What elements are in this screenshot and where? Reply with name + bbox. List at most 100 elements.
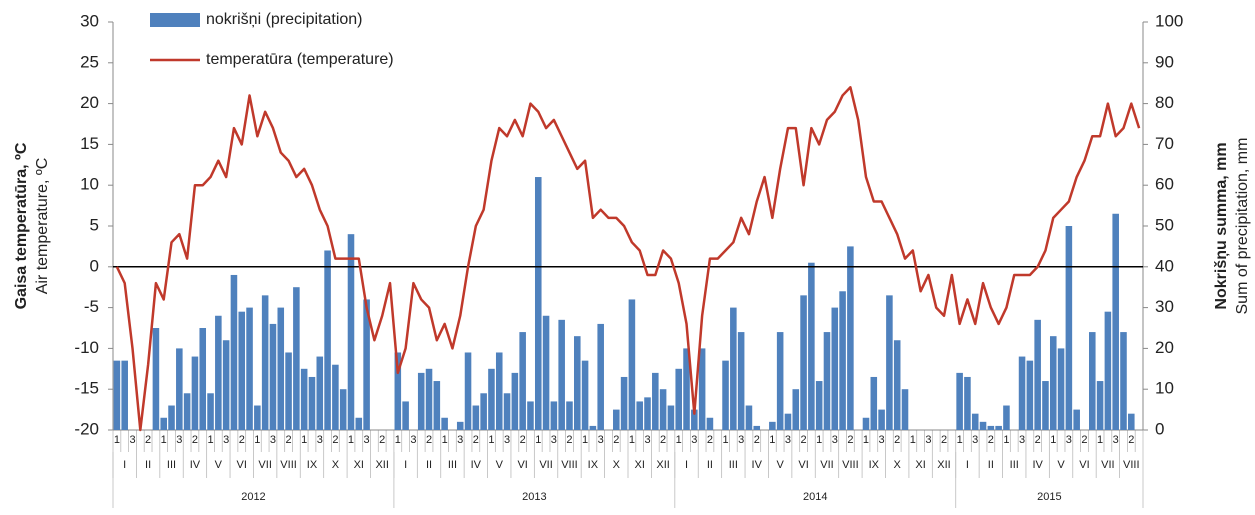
bar	[870, 376, 878, 430]
bar	[269, 323, 277, 430]
month-label: VI	[237, 459, 247, 471]
bar	[308, 376, 316, 430]
y2-tick-label: 30	[1155, 297, 1174, 316]
bar	[441, 417, 448, 430]
bar	[402, 401, 409, 430]
x-tick-label: 2	[239, 434, 245, 446]
x-tick-label: 2	[754, 434, 760, 446]
bar	[566, 401, 573, 430]
bar	[519, 332, 526, 430]
x-tick-label: 1	[1097, 434, 1103, 446]
bar	[238, 311, 246, 430]
x-tick-label: 2	[192, 434, 198, 446]
bar	[207, 393, 214, 430]
bar	[503, 393, 511, 430]
x-tick-label: 3	[410, 434, 416, 446]
month-label: VII	[258, 459, 271, 471]
bar	[222, 340, 230, 430]
x-tick-label: 1	[1050, 434, 1056, 446]
month-label: V	[776, 459, 784, 471]
bar	[893, 340, 901, 430]
month-label: I	[404, 459, 407, 471]
bar	[347, 234, 355, 430]
bar	[425, 368, 433, 430]
bar	[261, 295, 269, 430]
bar	[246, 307, 253, 430]
bar	[1034, 319, 1041, 430]
legend-label: temperatūra (temperature)	[206, 51, 394, 68]
bar	[987, 425, 995, 430]
month-label: IX	[588, 459, 599, 471]
bar	[800, 295, 807, 430]
x-tick-label: 1	[816, 434, 822, 446]
bar	[691, 409, 698, 430]
temperature-line	[115, 86, 1141, 432]
y2-tick-label: 70	[1155, 134, 1174, 153]
month-label: IV	[471, 459, 482, 471]
bar	[636, 401, 643, 430]
month-label: VII	[1101, 459, 1114, 471]
month-label: VIII	[561, 459, 578, 471]
bar	[121, 360, 128, 430]
bar	[1112, 213, 1119, 430]
x-tick-label: 3	[176, 434, 182, 446]
bar	[277, 307, 285, 430]
month-label: XII	[375, 459, 388, 471]
month-label: III	[1010, 459, 1019, 471]
x-tick-label: 3	[832, 434, 838, 446]
bar	[815, 381, 823, 430]
x-tick-label: 2	[941, 434, 947, 446]
bar	[1120, 332, 1127, 430]
y-tick-label: -15	[74, 379, 99, 398]
x-tick-label: 2	[707, 434, 713, 446]
x-tick-label: 1	[488, 434, 494, 446]
x-tick-label: 2	[894, 434, 900, 446]
bar	[753, 425, 761, 430]
month-label: IX	[869, 459, 880, 471]
x-tick-label: 1	[957, 434, 963, 446]
bar	[1049, 336, 1057, 430]
x-tick-label: 3	[129, 434, 135, 446]
legend-swatch	[150, 13, 200, 27]
bar	[792, 389, 800, 430]
y-axis-subtitle: Air temperature, ºC	[34, 158, 51, 295]
bar	[433, 381, 441, 430]
bar	[698, 348, 706, 430]
bar	[199, 328, 207, 430]
x-tick-label: 2	[566, 434, 572, 446]
y2-tick-label: 0	[1155, 419, 1164, 438]
x-tick-label: 2	[988, 434, 994, 446]
bar	[1003, 405, 1010, 430]
month-label: VII	[539, 459, 552, 471]
bar	[589, 425, 597, 430]
bar	[488, 368, 495, 430]
y2-tick-label: 40	[1155, 256, 1174, 275]
x-tick-label: 1	[254, 434, 260, 446]
bar	[823, 332, 831, 430]
month-label: XI	[915, 459, 925, 471]
y-tick-label: 30	[80, 11, 99, 30]
month-label: I	[685, 459, 688, 471]
bar	[152, 328, 160, 430]
bar	[527, 401, 534, 430]
bar	[160, 417, 167, 430]
year-label: 2012	[241, 491, 265, 503]
bar	[316, 356, 324, 430]
bar	[574, 336, 581, 430]
x-tick-label: 2	[520, 434, 526, 446]
x-tick-label: 3	[738, 434, 744, 446]
y2-tick-label: 80	[1155, 93, 1174, 112]
bar	[394, 352, 402, 430]
x-tick-label: 2	[1128, 434, 1134, 446]
bar	[722, 360, 729, 430]
bar	[183, 393, 191, 430]
month-label: II	[988, 459, 994, 471]
month-label: IX	[307, 459, 318, 471]
bar	[558, 319, 565, 430]
bar	[769, 421, 776, 430]
x-tick-label: 3	[223, 434, 229, 446]
x-tick-label: 3	[317, 434, 323, 446]
bar	[1128, 413, 1135, 430]
bar	[1089, 332, 1096, 430]
